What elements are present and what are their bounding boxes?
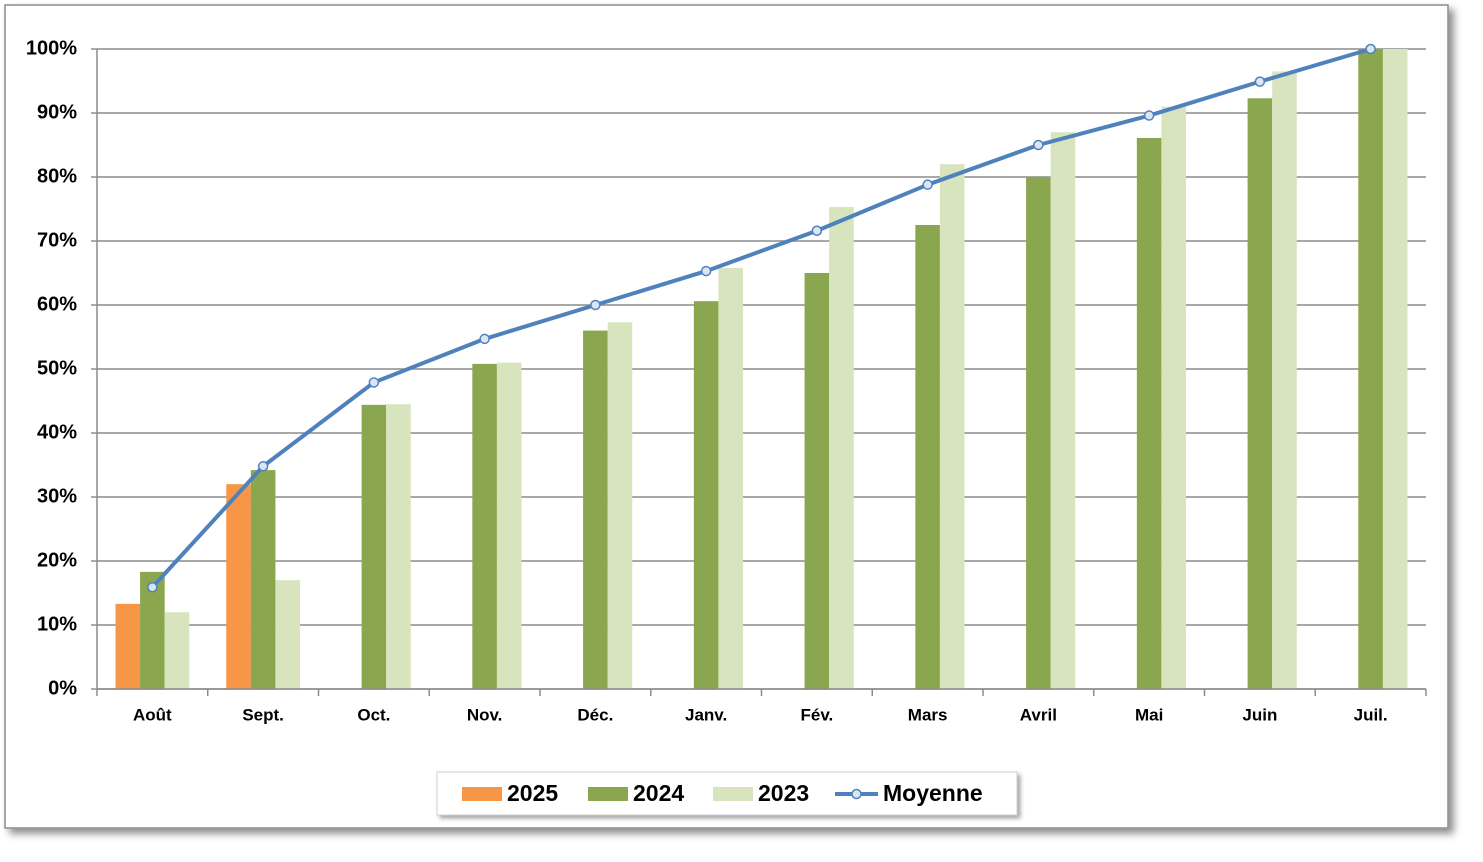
y-tick-label: 20% (37, 549, 77, 571)
x-tick-label: Sept. (242, 705, 284, 724)
legend-swatch (588, 787, 628, 801)
bar (693, 301, 719, 689)
bar (1161, 106, 1187, 690)
line-marker (368, 377, 380, 388)
bar (829, 207, 854, 689)
line-marker (257, 461, 269, 472)
bar (915, 225, 940, 689)
x-tick-label: Fév. (800, 705, 833, 724)
bar (1026, 177, 1051, 689)
bar (607, 322, 633, 689)
line-marker (1033, 139, 1044, 151)
bar (275, 580, 301, 689)
line-marker (1365, 43, 1376, 55)
plot-area: 0% 10% 20% 30% 40% 50% 60% 70% 80% 90% 100% Août Sep… (26, 37, 1427, 724)
legend-label: 2025 (507, 780, 558, 806)
legend-swatch (713, 787, 753, 801)
bar (226, 484, 251, 689)
line-marker (1254, 76, 1266, 87)
bar (250, 470, 276, 689)
line (150, 47, 1372, 589)
bar (939, 164, 965, 689)
bar (1136, 137, 1162, 689)
legend-swatch (462, 787, 502, 801)
y-tick-label: 100% (26, 37, 77, 59)
line-marker (1143, 110, 1155, 121)
x-tick-label: Août (133, 705, 172, 724)
y-tick-label: 70% (37, 229, 77, 251)
bar (1050, 132, 1076, 689)
legend-label: Moyenne (883, 780, 983, 806)
bar (496, 362, 522, 689)
line-marker (147, 581, 158, 593)
legend-label: 2023 (758, 780, 809, 806)
y-tick-label: 60% (37, 293, 77, 315)
bar (804, 273, 830, 689)
y-tick-label: 40% (37, 421, 77, 443)
line-marker (590, 299, 601, 311)
bar (718, 267, 744, 689)
bar (583, 330, 608, 689)
legend-marker (851, 788, 862, 800)
y-tick-label: 80% (37, 165, 77, 187)
bar (1272, 71, 1297, 689)
line-marker (811, 225, 823, 237)
x-tick-label: Juin (1242, 705, 1277, 724)
bar (472, 363, 497, 689)
y-tick-label: 0% (48, 677, 77, 699)
x-tick-label: Déc. (577, 705, 613, 724)
line-marker (479, 333, 490, 345)
x-tick-label: Janv. (685, 705, 727, 724)
y-tick-label: 50% (37, 357, 77, 379)
bar (1382, 49, 1408, 689)
line-marker (700, 265, 712, 277)
bar (115, 603, 141, 689)
bar (386, 404, 411, 689)
line-marker (922, 179, 933, 190)
x-tick-label: Juil. (1354, 705, 1388, 724)
x-tick-label: Mai (1135, 705, 1163, 724)
legend: 2025 2024 2023 Moyenne (462, 780, 983, 806)
y-tick-label: 90% (37, 101, 77, 123)
x-tick-label: Mars (908, 705, 948, 724)
x-tick-label: Oct. (357, 705, 390, 724)
bar (361, 404, 387, 689)
legend-label: 2024 (633, 780, 684, 806)
bar (1247, 98, 1273, 689)
bar (164, 612, 190, 689)
x-tick-label: Nov. (467, 705, 503, 724)
y-tick-label: 10% (37, 613, 77, 635)
bar (1358, 49, 1383, 689)
x-tick-label: Avril (1020, 705, 1057, 724)
y-tick-label: 30% (37, 485, 77, 507)
